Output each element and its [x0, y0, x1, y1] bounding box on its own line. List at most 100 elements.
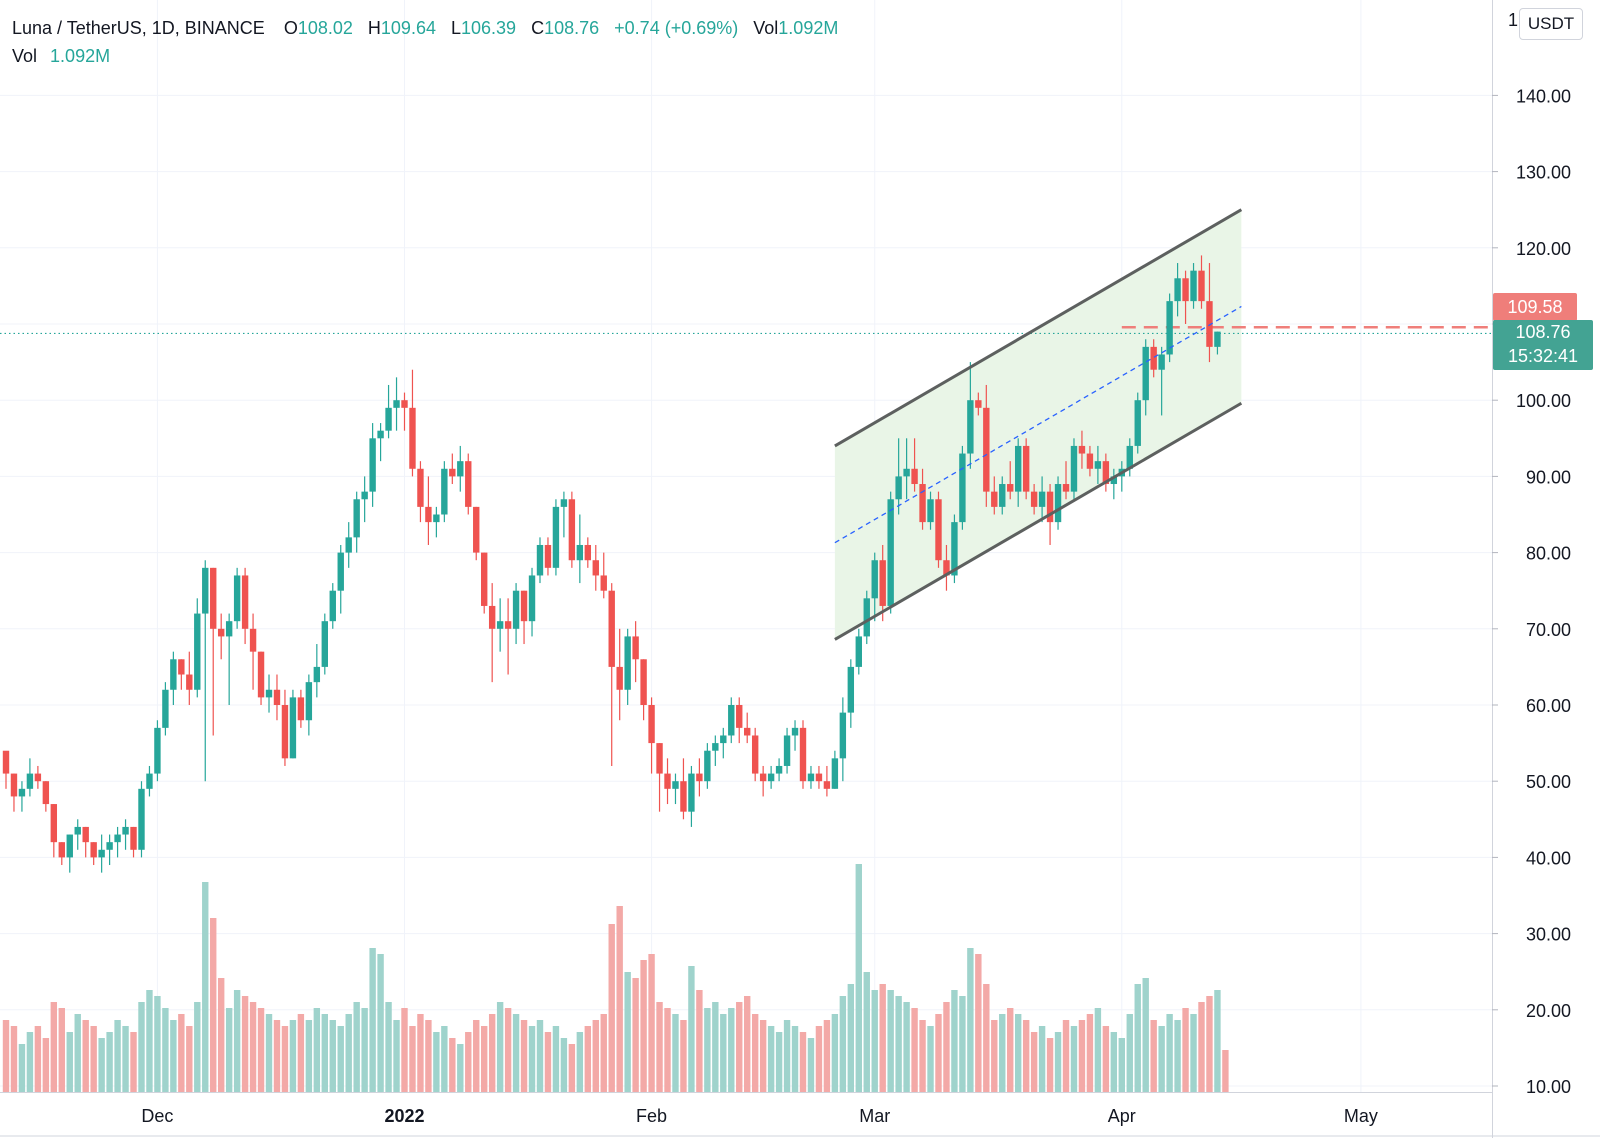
- candle-body: [528, 575, 536, 622]
- candle-body: [759, 773, 767, 782]
- volume-bar: [704, 1008, 711, 1092]
- volume-bar: [114, 1020, 121, 1092]
- volume-bar: [210, 918, 217, 1092]
- volume-bar: [1054, 1032, 1062, 1092]
- volume-bar: [504, 1008, 512, 1092]
- candle-body: [1054, 484, 1062, 523]
- alert-price-tag: 109.58: [1493, 293, 1577, 321]
- channel-midline: [834, 305, 1242, 544]
- time-tick-label: Dec: [141, 1106, 173, 1126]
- volume-bar: [656, 1002, 663, 1092]
- volume-bar: [672, 1014, 679, 1092]
- volume-bar: [1102, 1026, 1110, 1092]
- volume-bar: [496, 1002, 504, 1092]
- candle-body: [903, 468, 910, 477]
- volume-bar: [528, 1026, 536, 1092]
- volume-bar: [991, 1020, 998, 1092]
- volume-bar: [712, 1002, 719, 1092]
- volume-bar: [1038, 1026, 1046, 1092]
- candle-body: [584, 544, 592, 561]
- low-label: L: [450, 18, 461, 38]
- candle-body: [122, 826, 129, 835]
- time-tick-label: May: [1344, 1106, 1378, 1126]
- candle-body: [473, 506, 480, 553]
- volume-bar: [1150, 1020, 1157, 1092]
- grid: [0, 0, 1492, 1092]
- volume-bar: [560, 1038, 568, 1092]
- candle-body: [321, 621, 328, 667]
- volume-bar: [18, 1044, 26, 1092]
- candle-body: [975, 400, 982, 408]
- candle-body: [433, 514, 440, 523]
- candle-body: [919, 484, 926, 523]
- candle-body: [425, 506, 432, 523]
- candle-body: [1126, 445, 1133, 469]
- volume-bar: [624, 972, 631, 1092]
- volume-bar: [807, 1038, 815, 1092]
- candle-body: [114, 834, 121, 843]
- candle-body: [783, 735, 791, 766]
- candle-body: [560, 499, 568, 507]
- symbol-legend: Luna / TetherUS, 1D, BINANCE O108.02 H10…: [12, 14, 838, 70]
- candle-body: [847, 666, 855, 713]
- volume-bar: [1182, 1008, 1189, 1092]
- candle-body: [911, 468, 918, 485]
- volume-bar: [241, 996, 249, 1092]
- volume-bar: [1134, 984, 1141, 1092]
- candle-body: [233, 575, 241, 622]
- candle-body: [154, 727, 161, 774]
- candle-body: [369, 438, 376, 492]
- candle-body: [1070, 445, 1078, 492]
- candles: [2, 255, 1221, 873]
- candle-body: [345, 537, 352, 553]
- candle-body: [624, 636, 631, 690]
- candle-body: [385, 407, 392, 431]
- volume-bar: [377, 954, 384, 1092]
- volume-bar: [1094, 1008, 1102, 1092]
- candle-body: [138, 788, 145, 850]
- candle-body: [1198, 270, 1205, 302]
- volume-bar: [488, 1014, 496, 1092]
- volume-bar: [823, 1020, 831, 1092]
- candle-body: [2, 750, 10, 774]
- volume-bar: [265, 1014, 273, 1092]
- candle-body: [704, 750, 711, 782]
- volume-indicator-value: 1.092M: [50, 46, 111, 66]
- volume-bar: [799, 1032, 807, 1092]
- volume-bar: [640, 960, 647, 1092]
- candle-body: [481, 552, 488, 606]
- volume-bar: [520, 1020, 528, 1092]
- volume-bar: [385, 1002, 392, 1092]
- volume-bar: [664, 1008, 671, 1092]
- symbol-title: Luna / TetherUS, 1D, BINANCE: [12, 18, 265, 38]
- volume-bar: [417, 1014, 424, 1092]
- volume-bar: [194, 1002, 201, 1092]
- volume-bar: [983, 984, 990, 1092]
- volume-bar: [648, 954, 655, 1092]
- candle-body: [831, 758, 839, 789]
- candle-body: [249, 628, 257, 652]
- price-tick-label: 140.00: [1516, 86, 1571, 106]
- candle-body: [927, 499, 934, 523]
- countdown-timer: 15:32:41: [1507, 346, 1579, 366]
- open-value: 108.02: [297, 18, 353, 38]
- candle-body: [1158, 354, 1165, 370]
- candle-body: [855, 636, 862, 667]
- candle-body: [552, 506, 560, 568]
- volume-bar: [361, 1008, 368, 1092]
- currency-button[interactable]: USDT: [1519, 8, 1583, 40]
- candle-body: [178, 659, 185, 675]
- price-tick-label: 120.00: [1516, 239, 1571, 259]
- volume-bar: [289, 1020, 297, 1092]
- volume-bar: [90, 1026, 97, 1092]
- price-axis: 140.00130.00120.00110.00100.0090.0080.00…: [1492, 86, 1571, 1097]
- candle-body: [186, 674, 193, 690]
- volume-bar: [1166, 1014, 1173, 1092]
- candle-body: [50, 804, 58, 843]
- candle-body: [632, 636, 639, 660]
- volume-bar: [1190, 1014, 1197, 1092]
- candle-body: [1014, 445, 1022, 492]
- volume-bar: [967, 948, 974, 1092]
- volume-bar: [98, 1038, 105, 1092]
